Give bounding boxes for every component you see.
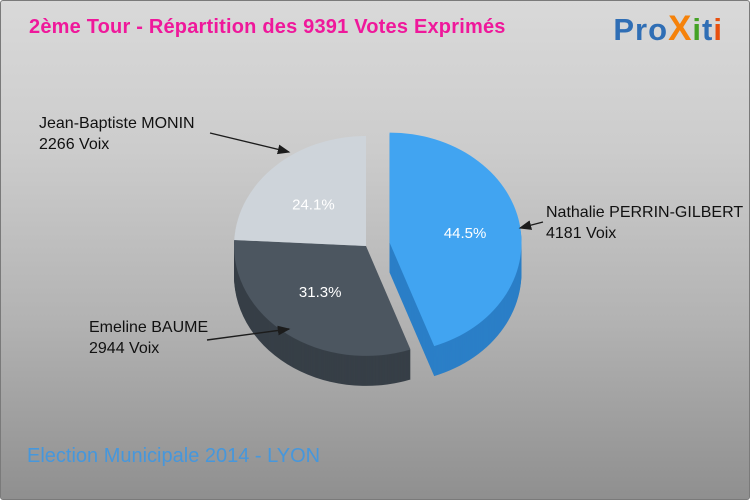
label-nathalie-perrin-gilbert: Nathalie PERRIN-GILBERT 4181 Voix <box>546 202 743 244</box>
pie-slice-nathalie-perrin-gilbert <box>389 132 522 347</box>
footer-title: Election Municipale 2014 - LYON <box>27 445 321 467</box>
candidate-name: Emeline BAUME <box>89 319 209 336</box>
logo-letter-p: P <box>613 12 636 47</box>
callout-line-baume <box>206 325 291 341</box>
callout-lines <box>206 132 544 341</box>
percent-label: 31.3% <box>299 284 342 301</box>
candidate-name: Nathalie PERRIN-GILBERT <box>546 204 744 221</box>
proxiti-logo: ProXiti <box>613 9 723 49</box>
percent-label: 24.1% <box>292 197 335 214</box>
chart-title: 2ème Tour - Répartition des 9391 Votes E… <box>29 16 506 38</box>
logo-letter-x: X <box>668 9 693 48</box>
logo-letter-i: i <box>713 12 723 47</box>
logo-letter-r: r <box>635 12 649 47</box>
percent-label: 44.5% <box>444 225 487 242</box>
callout-line-perrin-gilbert <box>518 220 544 230</box>
logo-letter-t: t <box>702 12 714 47</box>
callout-line-monin <box>209 132 291 155</box>
logo-letter-i: i <box>692 12 703 47</box>
logo-letter-o: o <box>648 12 669 47</box>
candidate-name: Jean-Baptiste MONIN <box>39 115 195 132</box>
candidate-votes: 2944 Voix <box>89 340 160 357</box>
label-emeline-baume: Emeline BAUME 2944 Voix <box>89 317 208 359</box>
candidate-votes: 2266 Voix <box>39 136 110 153</box>
pie-slice-jean-baptiste-monin <box>234 136 366 246</box>
label-jean-baptiste-monin: Jean-Baptiste MONIN 2266 Voix <box>39 113 195 155</box>
candidate-votes: 4181 Voix <box>546 225 617 242</box>
pie-chart: 44.5% 31.3% 24.1% <box>234 132 522 386</box>
